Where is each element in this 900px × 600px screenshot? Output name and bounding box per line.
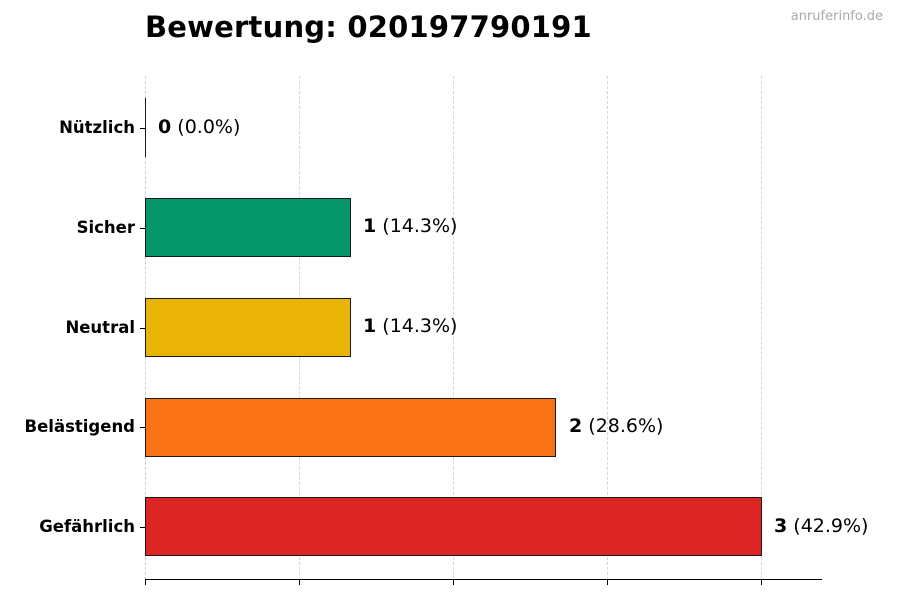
count: 0 bbox=[158, 116, 172, 138]
chart-title: Bewertung: 020197790191 bbox=[145, 10, 592, 44]
value-label-gefaehrlich: 3 (42.9%) bbox=[774, 515, 868, 537]
y-tick bbox=[140, 228, 145, 229]
bar-belaestigend bbox=[145, 398, 556, 457]
y-label-belaestigend: Belästigend bbox=[24, 417, 135, 436]
y-label-nuetzlich: Nützlich bbox=[59, 118, 135, 137]
y-tick bbox=[140, 328, 145, 329]
x-tick bbox=[299, 579, 300, 585]
gridline bbox=[607, 76, 608, 580]
gridline bbox=[761, 76, 762, 580]
y-tick bbox=[140, 128, 145, 129]
percent: (0.0%) bbox=[177, 116, 241, 138]
y-label-sicher: Sicher bbox=[76, 218, 135, 237]
x-tick bbox=[145, 579, 146, 585]
percent: (42.9%) bbox=[793, 515, 869, 537]
value-label-neutral: 1 (14.3%) bbox=[363, 315, 457, 337]
value-label-belaestigend: 2 (28.6%) bbox=[569, 415, 663, 437]
count: 1 bbox=[363, 315, 377, 337]
value-label-sicher: 1 (14.3%) bbox=[363, 215, 457, 237]
gridline bbox=[453, 76, 454, 580]
x-tick bbox=[453, 579, 454, 585]
x-tick bbox=[761, 579, 762, 585]
bar-sicher bbox=[145, 198, 351, 257]
bar-nuetzlich bbox=[145, 98, 147, 157]
x-tick bbox=[607, 579, 608, 585]
x-axis-line bbox=[145, 579, 822, 580]
y-label-neutral: Neutral bbox=[65, 318, 135, 337]
value-label-nuetzlich: 0 (0.0%) bbox=[158, 116, 240, 138]
bar-gefaehrlich bbox=[145, 497, 762, 556]
count: 1 bbox=[363, 215, 377, 237]
y-label-gefaehrlich: Gefährlich bbox=[39, 517, 135, 536]
percent: (28.6%) bbox=[588, 415, 664, 437]
watermark: anruferinfo.de bbox=[790, 9, 883, 24]
y-tick bbox=[140, 527, 145, 528]
plot-area bbox=[145, 76, 822, 580]
percent: (14.3%) bbox=[382, 315, 458, 337]
percent: (14.3%) bbox=[382, 215, 458, 237]
y-tick bbox=[140, 427, 145, 428]
bar-neutral bbox=[145, 298, 351, 357]
count: 2 bbox=[569, 415, 583, 437]
count: 3 bbox=[774, 515, 788, 537]
